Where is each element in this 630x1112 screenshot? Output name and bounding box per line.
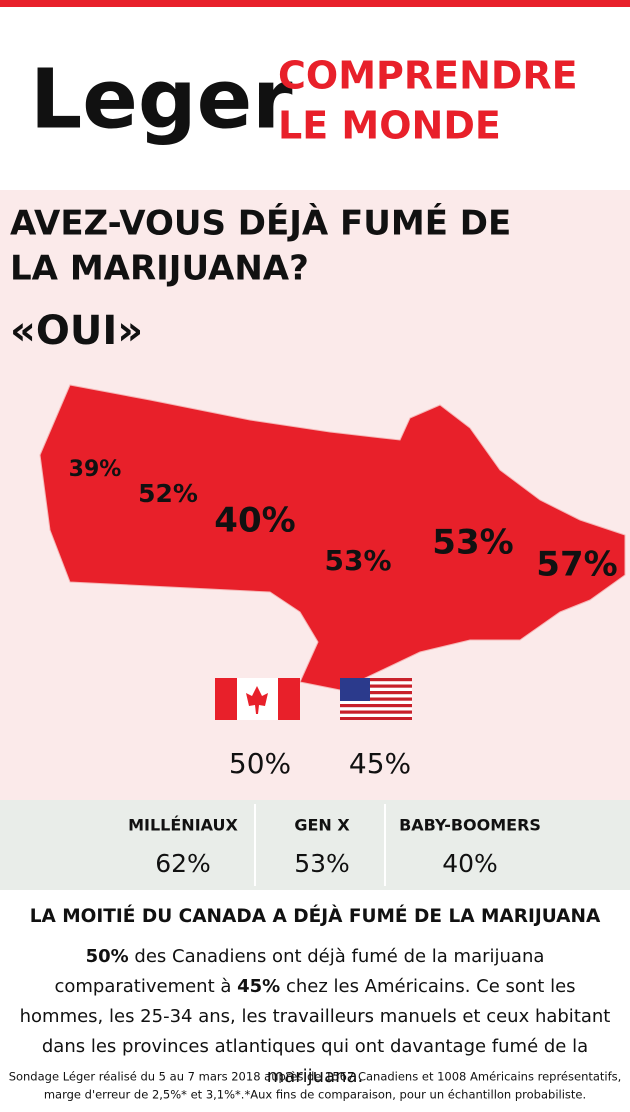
region-value: 53% (324, 544, 391, 577)
generation-label: BABY-BOOMERS (399, 816, 541, 835)
generation-value: 53% (294, 849, 350, 878)
logo: Leger (30, 52, 293, 147)
highlight: 45% (237, 976, 281, 997)
tagline: COMPRENDRE (278, 54, 578, 98)
canada-flag (215, 678, 300, 720)
top-bar (0, 0, 630, 7)
tagline: LE MONDE (278, 104, 501, 148)
region-value: 52% (138, 479, 198, 508)
usa-flag (340, 678, 412, 720)
answer: «OUI» (10, 308, 143, 354)
question: AVEZ-VOUS DÉJÀ FUMÉ DE (10, 203, 511, 244)
region-value: 40% (214, 501, 295, 541)
region-value: 39% (69, 457, 122, 482)
text: chez les Américains. Ce sont les hommes,… (19, 976, 611, 1087)
canada-map (39, 384, 626, 691)
generation-value: 40% (442, 849, 498, 878)
generation-label: GEN X (294, 816, 350, 835)
generation-label: MILLÉNIAUX (128, 816, 238, 835)
highlight: 50% (85, 946, 129, 967)
country-value: 50% (229, 747, 291, 780)
summary-heading: LA MOITIÉ DU CANADA A DÉJÀ FUMÉ DE LA MA… (30, 905, 601, 927)
generations-band (0, 800, 630, 890)
generation-value: 62% (155, 849, 211, 878)
region-value: 57% (536, 545, 617, 585)
summary-text: 50% des Canadiens ont déjà fumé de la ma… (10, 942, 620, 1092)
question: LA MARIJUANA? (10, 249, 309, 289)
footnote: Sondage Léger réalisé du 5 au 7 mars 201… (9, 1070, 622, 1084)
footnote: marge d'erreur de 2,5%* et 3,1%*.*Aux fi… (44, 1088, 586, 1102)
country-value: 45% (349, 747, 411, 780)
region-value: 53% (432, 523, 513, 563)
text: des Canadiens ont déjà fumé de la mariju… (54, 946, 545, 997)
